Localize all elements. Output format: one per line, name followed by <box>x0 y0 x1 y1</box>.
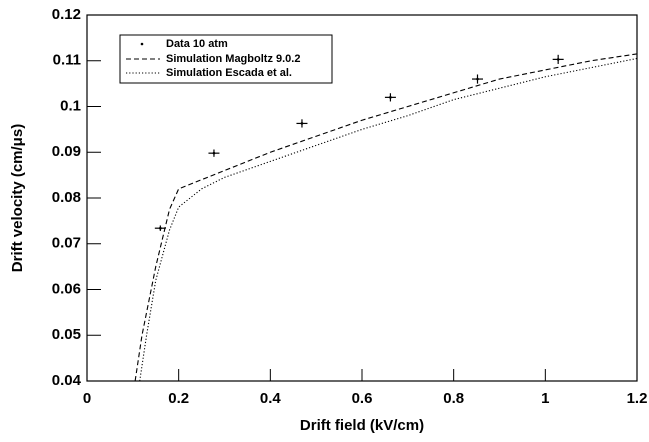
legend-label: Data 10 atm <box>166 38 228 50</box>
x-tick-label: 1 <box>541 390 549 407</box>
data-point <box>476 77 479 81</box>
y-tick-label: 0.12 <box>52 6 81 23</box>
legend-label: Simulation Magboltz 9.0.2 <box>166 53 300 65</box>
x-tick-label: 0.2 <box>168 390 189 407</box>
data-point <box>300 122 304 125</box>
y-tick-label: 0.06 <box>52 280 81 297</box>
legend-box <box>119 34 333 84</box>
y-tick-label: 0.05 <box>52 326 81 343</box>
y-tick-label: 0.04 <box>52 372 82 389</box>
series-line <box>139 57 638 382</box>
y-axis-label: Drift velocity (cm/μs) <box>9 124 26 272</box>
legend-label: Simulation Escada et al. <box>166 67 292 79</box>
y-tick-label: 0.1 <box>60 97 81 114</box>
y-tick-label: 0.09 <box>52 143 81 160</box>
data-point <box>212 151 216 155</box>
x-tick-label: 1.2 <box>627 390 648 407</box>
x-tick-label: 0.6 <box>352 390 373 407</box>
data-point <box>159 226 162 230</box>
x-axis-label: Drift field (kV/cm) <box>300 417 424 434</box>
data-point <box>389 96 392 99</box>
x-tick-label: 0.8 <box>443 390 464 407</box>
data-point <box>556 58 560 61</box>
x-tick-label: 0.4 <box>260 390 282 407</box>
x-tick-label: 0 <box>83 390 91 407</box>
y-tick-label: 0.07 <box>52 235 81 252</box>
series-line <box>134 53 638 382</box>
legend-marker <box>140 42 144 46</box>
y-tick-label: 0.08 <box>52 189 81 206</box>
y-tick-label: 0.11 <box>53 52 81 69</box>
